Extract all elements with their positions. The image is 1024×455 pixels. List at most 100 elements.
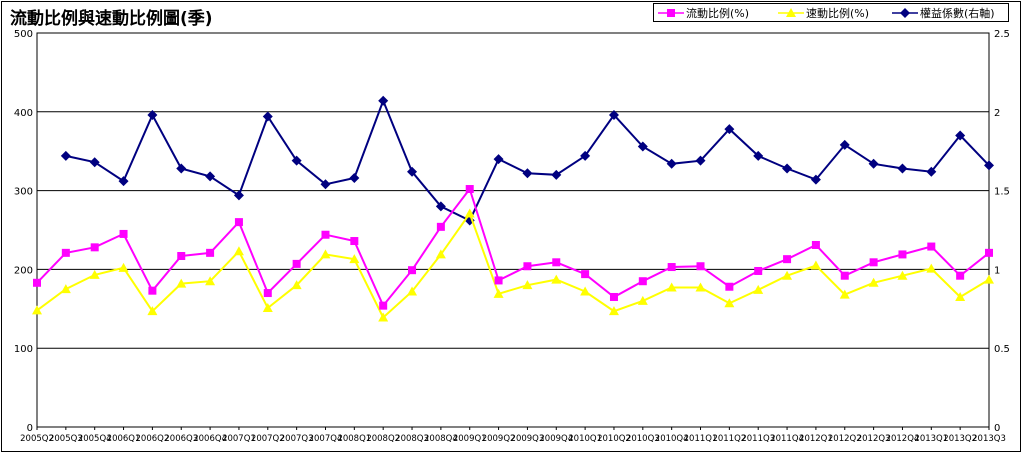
data-point-triangle (608, 306, 619, 316)
data-point-diamond (551, 169, 562, 180)
series-line-equity (65, 98, 990, 222)
data-point-square (552, 258, 561, 267)
data-point-triangle (753, 284, 764, 294)
data-point-diamond (637, 141, 648, 152)
data-point-diamond (147, 109, 158, 120)
data-point-triangle (637, 295, 648, 305)
data-point-diamond (320, 179, 331, 190)
data-point-diamond (493, 154, 504, 165)
data-point-triangle (695, 282, 706, 292)
data-point-triangle (262, 303, 273, 313)
data-point-square (263, 289, 272, 298)
data-point-square (523, 262, 532, 271)
data-point-triangle (955, 291, 966, 301)
y-left-tick-label: 100 (14, 344, 33, 355)
data-point-square (206, 248, 215, 257)
x-tick-label: 2012Q4 (886, 434, 920, 444)
data-point-square (725, 282, 734, 291)
data-point-triangle (233, 246, 244, 256)
data-point-square (379, 301, 388, 310)
data-point-diamond (868, 158, 879, 169)
data-point-square (119, 229, 128, 238)
data-point-square (90, 243, 99, 252)
data-point-diamond (407, 166, 418, 177)
x-tick-label: 2012Q1 (799, 434, 833, 444)
data-point-triangle (782, 270, 793, 280)
legend-item-equity-multiplier: 權益係數(右軸) (892, 4, 995, 21)
data-point-triangle (897, 270, 908, 280)
data-point-square (783, 255, 792, 264)
data-point-square (61, 248, 70, 257)
data-point-square (33, 278, 41, 287)
legend-label-equity-multiplier: 權益係數(右軸) (920, 6, 995, 20)
data-point-diamond (89, 157, 100, 168)
data-point-diamond (522, 168, 533, 179)
data-point-triangle (349, 254, 360, 264)
y-right-tick-label: 0.5 (994, 344, 1010, 355)
data-point-square (840, 271, 849, 280)
data-point-diamond (897, 163, 908, 174)
data-point-square (869, 258, 878, 267)
x-tick-label: 2011Q3 (741, 434, 775, 444)
x-tick-label: 2013Q1 (914, 434, 948, 444)
x-tick-label: 2009Q3 (511, 434, 545, 444)
x-tick-label: 2005Q2 (20, 434, 54, 444)
x-tick-label: 2008Q2 (366, 434, 400, 444)
data-point-diamond (608, 109, 619, 120)
x-tick-label: 2006Q4 (193, 434, 227, 444)
data-point-square (465, 185, 474, 194)
data-point-triangle (839, 289, 850, 299)
y-left-tick-label: 200 (14, 265, 33, 276)
data-point-diamond (233, 190, 244, 201)
x-tick-label: 2012Q3 (857, 434, 891, 444)
x-tick-label: 2010Q3 (626, 434, 660, 444)
data-point-square (177, 252, 186, 261)
chart-title: 流動比例與速動比例圖(季) (10, 9, 213, 29)
data-point-square (581, 270, 590, 279)
x-tick-label: 2005Q3 (49, 434, 83, 444)
x-tick-label: 2007Q2 (251, 434, 285, 444)
y-right-tick-label: 0 (994, 423, 1000, 434)
data-point-diamond (926, 166, 937, 177)
legend-marker-square-icon (658, 8, 684, 17)
x-tick-label: 2013Q2 (943, 434, 977, 444)
data-point-square (811, 240, 820, 249)
data-point-triangle (464, 208, 475, 218)
y-right-tick-label: 2 (994, 108, 1000, 119)
x-tick-label: 2010Q4 (655, 434, 689, 444)
data-point-diamond (955, 130, 966, 141)
data-point-square (234, 218, 243, 227)
data-point-triangle (522, 280, 533, 290)
data-point-diamond (724, 124, 735, 135)
data-point-square (321, 230, 330, 239)
y-right-tick-label: 2.5 (994, 29, 1010, 40)
data-point-diamond (205, 171, 216, 182)
data-point-square (494, 276, 503, 285)
data-point-diamond (695, 155, 706, 166)
data-point-diamond (118, 176, 129, 187)
data-point-triangle (291, 280, 302, 290)
data-point-diamond (378, 95, 389, 106)
x-tick-label: 2009Q4 (539, 434, 573, 444)
data-point-diamond (176, 163, 187, 174)
y-left-tick-label: 400 (14, 108, 33, 119)
data-point-triangle (926, 263, 937, 273)
data-point-triangle (378, 312, 389, 322)
data-point-triangle (551, 274, 562, 284)
x-tick-label: 2009Q2 (482, 434, 516, 444)
data-point-square (436, 222, 445, 231)
data-point-diamond (810, 174, 821, 185)
data-point-square (754, 266, 763, 275)
x-tick-label: 2007Q3 (280, 434, 314, 444)
data-point-triangle (205, 276, 216, 286)
y-right-tick-label: 1 (994, 265, 1000, 276)
data-point-triangle (580, 286, 591, 296)
x-tick-label: 2009Q1 (453, 434, 487, 444)
data-point-diamond (580, 150, 591, 161)
x-tick-label: 2011Q1 (684, 434, 718, 444)
data-point-square (292, 259, 301, 268)
legend-marker-diamond-icon (892, 7, 918, 18)
legend-label-quick-ratio: 速動比例(%) (806, 6, 870, 20)
x-tick-label: 2008Q4 (424, 434, 458, 444)
